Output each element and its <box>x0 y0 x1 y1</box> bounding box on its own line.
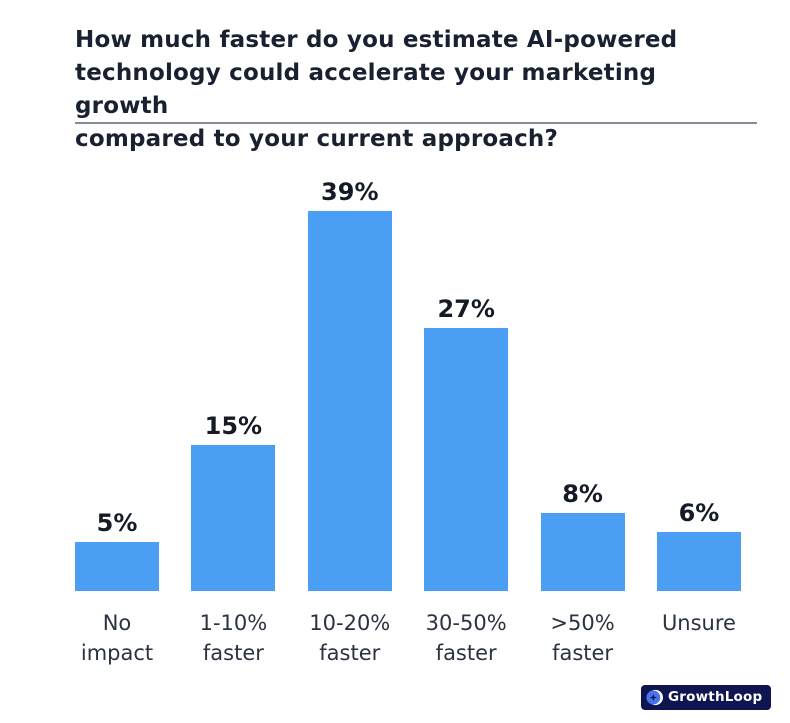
category-label: Unsure <box>661 611 736 635</box>
bar-column: 6% <box>656 499 741 591</box>
bar-column: 5% <box>75 509 159 591</box>
category-label: 1-10% faster <box>199 611 268 665</box>
category-label: 30-50% faster <box>425 611 507 665</box>
bar-value-label: 5% <box>96 509 138 537</box>
category-axis: No impact 1-10% faster 10-20% faster 30-50%… <box>75 608 741 668</box>
bar <box>307 211 392 591</box>
logo-text: GrowthLoop <box>668 688 763 705</box>
bar <box>191 445 276 591</box>
title-divider <box>75 122 757 124</box>
chart-title-line-1: How much faster do you estimate AI-power… <box>75 27 678 53</box>
growthloop-logo: GrowthLoop <box>641 685 772 710</box>
bar-value-label: 15% <box>204 412 263 440</box>
bar-value-label: 27% <box>437 295 495 323</box>
bar-chart: 5% 15% 39% 27% 8% 6% <box>75 175 741 591</box>
growthloop-crescent-icon <box>646 689 663 706</box>
chart-title: How much faster do you estimate AI-power… <box>75 24 755 156</box>
bar <box>424 328 509 591</box>
bar-column: 15% <box>191 412 276 591</box>
category-label: >50% faster <box>550 611 615 665</box>
bar-value-label: 39% <box>321 178 379 206</box>
bar <box>656 532 741 591</box>
chart-title-line-2: technology could accelerate your marketi… <box>75 60 657 119</box>
bar-column: 39% <box>307 178 392 591</box>
chart-title-line-3: compared to your current approach? <box>75 126 559 152</box>
bar <box>540 513 625 591</box>
bar-value-label: 6% <box>678 499 720 527</box>
bar <box>75 542 159 591</box>
bar-column: 8% <box>540 480 625 591</box>
category-label: No impact <box>80 611 154 665</box>
bar-column: 27% <box>424 295 509 591</box>
category-label: 10-20% faster <box>309 611 391 665</box>
bar-value-label: 8% <box>562 480 603 508</box>
